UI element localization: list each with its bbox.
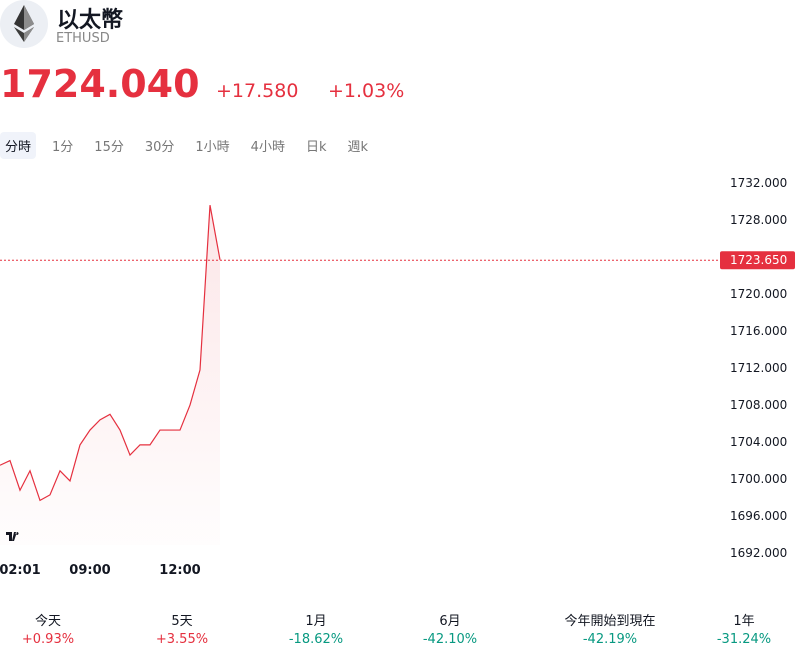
tab[interactable]: 週k bbox=[347, 140, 369, 155]
y-tick-label: 1716.000 bbox=[730, 324, 787, 338]
period: 1月 bbox=[305, 614, 327, 629]
x-tick-label: 12:00 bbox=[159, 563, 200, 578]
price-line bbox=[0, 205, 221, 502]
tab[interactable]: 1分 bbox=[52, 140, 74, 155]
y-tick-label: 1728.000 bbox=[730, 213, 787, 227]
x-tick-label: 09:00 bbox=[69, 563, 110, 578]
tab[interactable]: 15分 bbox=[94, 140, 124, 155]
price: 1724.040 bbox=[0, 62, 200, 106]
y-tick-label: 1712.000 bbox=[730, 361, 787, 375]
period-change: -42.10% bbox=[422, 632, 478, 647]
y-tick-label: 1732.000 bbox=[730, 176, 787, 190]
tab[interactable]: 30分 bbox=[144, 140, 175, 155]
y-axis: 1692.000 1696.000 1700.000 1704.000 1708.000… bbox=[730, 176, 787, 560]
tabs: 分時 1分 15分 30分 1小時 4小時 日k 週k bbox=[0, 132, 384, 159]
period: 6月 bbox=[439, 614, 461, 629]
period: 5天 bbox=[171, 614, 193, 629]
performance-item: 1月 -18.62% bbox=[236, 610, 396, 647]
period: 今年開始到現在 bbox=[564, 614, 656, 629]
y-tick-label: 1692.000 bbox=[730, 546, 787, 560]
title: 以太幣 bbox=[57, 8, 124, 33]
symbol: ETHUSD bbox=[56, 31, 110, 46]
tab[interactable]: 1小時 bbox=[195, 140, 230, 155]
change: +17.580 bbox=[216, 80, 299, 102]
area bbox=[0, 205, 220, 545]
last-price-label: 1723.650 bbox=[730, 253, 787, 267]
y-tick-label: 1708.000 bbox=[730, 398, 787, 412]
last-price-box bbox=[720, 251, 795, 270]
tab[interactable]: 分時 bbox=[0, 132, 37, 159]
period: 1年 bbox=[733, 614, 755, 629]
period-change: +3.55% bbox=[155, 632, 209, 647]
performance-item: 1年 -31.24% bbox=[664, 610, 800, 647]
period-change: -18.62% bbox=[288, 632, 344, 647]
y-tick-label: 1696.000 bbox=[730, 509, 787, 523]
performance-item: 6月 -42.10% bbox=[370, 610, 530, 647]
period-change: -42.19% bbox=[582, 632, 638, 647]
x-tick-label: 02:01 bbox=[0, 563, 41, 578]
performance-item: 今天 +0.93% bbox=[0, 610, 128, 647]
y-tick-label: 1720.000 bbox=[730, 287, 787, 301]
period: 今天 bbox=[34, 614, 61, 629]
performance-item: 5天 +3.55% bbox=[102, 610, 262, 647]
change-percent: +1.03% bbox=[328, 80, 405, 102]
tab[interactable]: 日k bbox=[305, 140, 327, 155]
performance-item: 今年開始到現在 -42.19% bbox=[530, 610, 690, 647]
period-change: +0.93% bbox=[21, 632, 75, 647]
tab[interactable]: 4小時 bbox=[250, 140, 285, 155]
y-tick-label: 1700.000 bbox=[730, 472, 787, 486]
chart: 1692.000 1696.000 1700.000 1704.000 1708.000… bbox=[0, 176, 795, 578]
y-tick-label: 1704.000 bbox=[730, 435, 787, 449]
eth-icon bbox=[0, 0, 48, 48]
period-change: -31.24% bbox=[716, 632, 772, 647]
